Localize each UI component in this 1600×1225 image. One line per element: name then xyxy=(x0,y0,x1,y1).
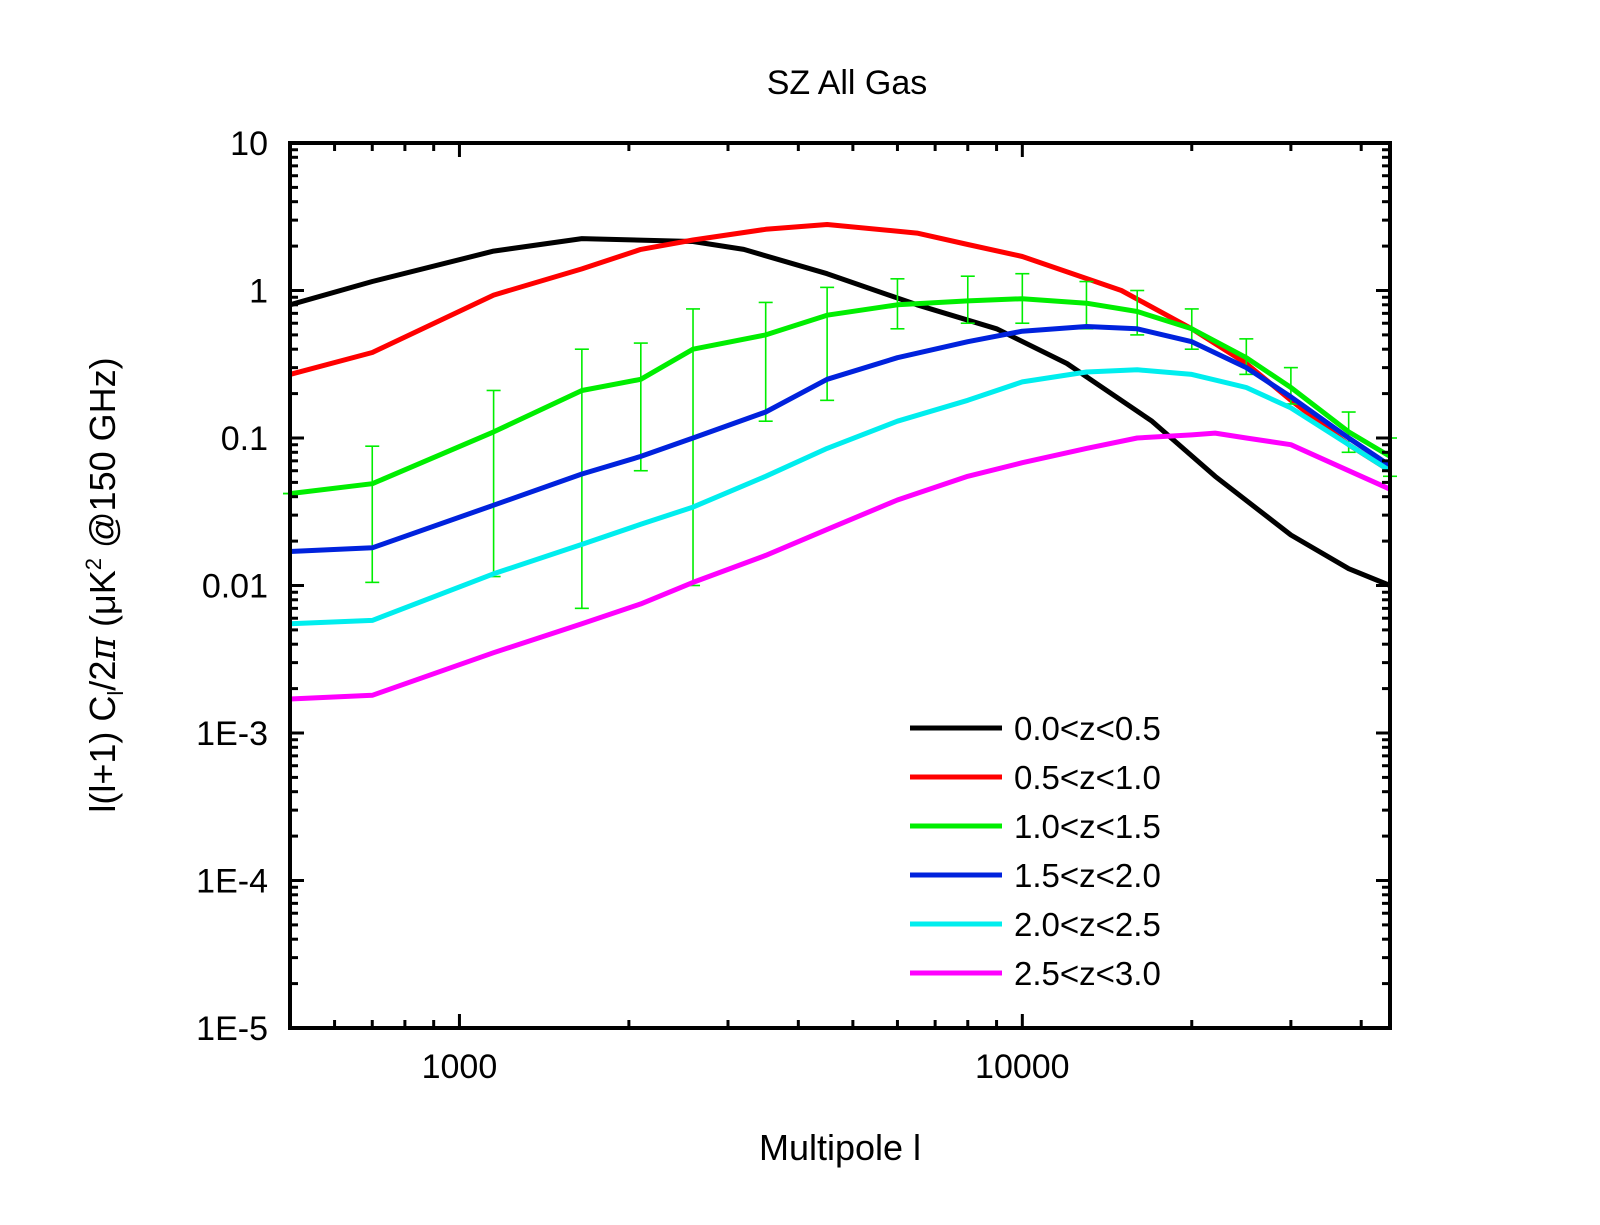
legend-label: 2.5<z<3.0 xyxy=(1014,955,1161,992)
y-tick-label: 1E-5 xyxy=(196,1010,268,1048)
series-line xyxy=(289,367,1392,627)
series-4 xyxy=(289,324,1392,554)
legend-label: 0.5<z<1.0 xyxy=(1014,759,1161,796)
y-tick-label: 10 xyxy=(230,125,268,163)
x-tick-label: 1000 xyxy=(422,1048,498,1086)
y-tick-label: 1 xyxy=(249,273,268,311)
y-axis-title: l(l+1) Cl/2π (μK2 @150 GHz) xyxy=(81,357,128,812)
x-tick-label: 10000 xyxy=(975,1048,1070,1086)
legend: 0.0<z<0.5 0.5<z<1.0 1.0<z<1.5 1.5<z<2.0 2.0<… xyxy=(910,710,1161,992)
plot-frame xyxy=(288,141,1392,1030)
tick-labels: 1000 10000 1E-5 1E-4 1E-3 0.01 0.1 1 10 xyxy=(196,125,1069,1086)
legend-label: 1.5<z<2.0 xyxy=(1014,857,1161,894)
chart-title: SZ All Gas xyxy=(767,64,928,102)
y-tick-label: 0.01 xyxy=(202,568,268,606)
series-6 xyxy=(289,430,1392,702)
series-line xyxy=(289,296,1392,497)
plot-lines xyxy=(283,222,1397,702)
y-tick-label: 1E-3 xyxy=(196,715,268,753)
series-5 xyxy=(289,367,1392,627)
series-1 xyxy=(289,236,1391,588)
x-axis-title: Multipole l xyxy=(759,1127,921,1168)
y-tick-label: 0.1 xyxy=(221,420,268,458)
legend-label: 1.0<z<1.5 xyxy=(1014,808,1161,845)
legend-label: 2.0<z<2.5 xyxy=(1014,906,1161,943)
series-line xyxy=(289,236,1391,588)
series-line xyxy=(289,324,1392,554)
series-3 xyxy=(283,272,1397,610)
legend-label: 0.0<z<0.5 xyxy=(1014,710,1161,747)
series-line xyxy=(289,430,1392,702)
y-tick-label: 1E-4 xyxy=(196,863,268,901)
